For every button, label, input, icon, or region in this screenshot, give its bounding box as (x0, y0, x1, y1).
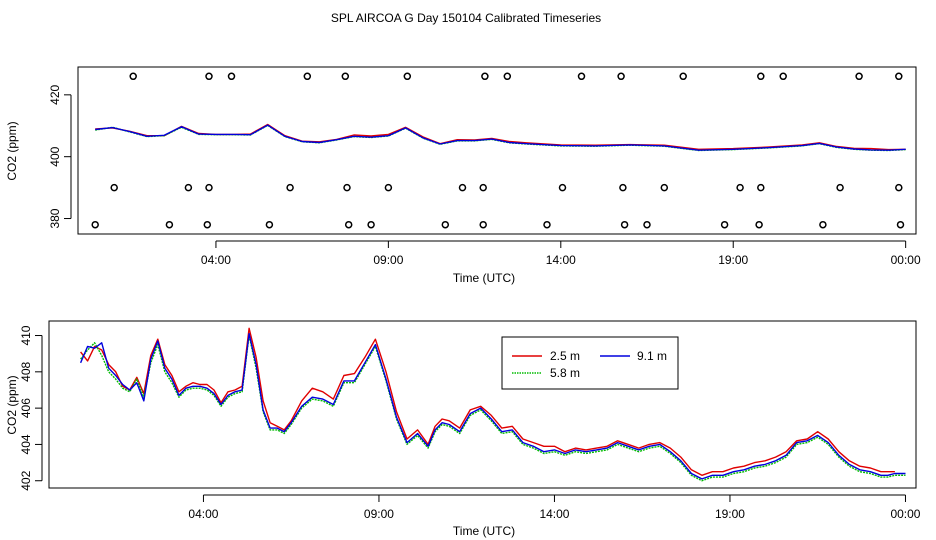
bottom-x-tick-label: 00:00 (890, 507, 920, 521)
top-series-9-1m (95, 124, 906, 151)
bottom-series-lines (79, 327, 906, 482)
top-marker (203, 220, 212, 229)
bottom-x-tick-label: 19:00 (715, 507, 745, 521)
top-marker (620, 220, 629, 229)
top-y-tick-label: 380 (48, 208, 62, 228)
top-marker (836, 183, 844, 192)
top-marker (558, 183, 567, 192)
bottom-series-9-1m (79, 333, 906, 480)
top-marker (895, 183, 903, 192)
top-marker (720, 220, 729, 229)
bottom-x-axis-label: Time (UTC) (453, 524, 515, 538)
top-y-tick-label: 400 (48, 146, 62, 166)
top-marker (110, 183, 118, 192)
top-marker (736, 183, 744, 192)
bottom-x-tick-label: 04:00 (188, 507, 218, 521)
top-marker (341, 72, 350, 81)
top-marker (895, 72, 903, 81)
top-marker (819, 220, 827, 229)
top-panel: 04:00 09:00 14:00 19:00 00:00 380 400 420 Time… (5, 66, 921, 285)
bottom-y-axis-label: CO2 (ppm) (5, 375, 19, 434)
bottom-series-5-8m (80, 334, 906, 482)
top-marker (384, 183, 393, 192)
top-plot-frame (77, 66, 917, 235)
top-marker (458, 183, 467, 192)
top-marker (227, 72, 236, 81)
top-marker (757, 183, 765, 192)
top-x-tick-label: 00:00 (891, 253, 921, 267)
top-marker (286, 183, 294, 192)
top-marker (757, 72, 765, 81)
bottom-y-axis: 402 404 406 408 410 (19, 325, 43, 491)
top-x-axis-label: Time (UTC) (453, 271, 515, 285)
top-marker (643, 220, 651, 229)
top-marker (91, 220, 99, 229)
top-x-tick-label: 14:00 (546, 253, 576, 267)
top-marker (660, 183, 669, 192)
bottom-y-tick-label: 402 (19, 470, 33, 490)
top-marker (896, 220, 905, 229)
top-x-tick-label: 04:00 (201, 253, 231, 267)
bottom-x-tick-label: 14:00 (539, 507, 569, 521)
bottom-x-axis: 04:00 09:00 14:00 19:00 00:00 (188, 494, 921, 521)
top-marker (265, 220, 274, 229)
top-series-lines (95, 123, 906, 152)
bottom-y-tick-label: 410 (19, 325, 33, 345)
legend-label-5-8m: 5.8 m (550, 366, 580, 380)
top-x-axis: 04:00 09:00 14:00 19:00 00:00 (201, 240, 921, 267)
top-marker (303, 72, 312, 81)
top-marker (617, 72, 625, 81)
bottom-plot-frame (48, 320, 917, 489)
legend-label-2-5m: 2.5 m (550, 349, 580, 363)
legend-label-9-1m: 9.1 m (637, 349, 667, 363)
legend-box (501, 336, 679, 390)
top-marker (403, 72, 412, 81)
top-marker (205, 72, 213, 81)
bottom-y-tick-label: 404 (19, 434, 33, 454)
top-x-tick-label: 19:00 (718, 253, 748, 267)
top-marker (679, 72, 687, 81)
top-marker (755, 220, 763, 229)
top-marker (503, 72, 512, 81)
top-marker (205, 183, 213, 192)
top-markers (91, 72, 905, 229)
figure-title: SPL AIRCOA G Day 150104 Calibrated Times… (331, 11, 601, 25)
top-y-tick-label: 420 (48, 85, 62, 105)
top-marker (479, 220, 487, 229)
top-marker (184, 183, 193, 192)
bottom-y-tick-label: 408 (19, 361, 33, 381)
top-marker (779, 72, 787, 81)
top-marker (129, 72, 137, 81)
top-marker (855, 72, 863, 81)
bottom-x-tick-label: 09:00 (364, 507, 394, 521)
top-marker (479, 183, 487, 192)
bottom-panel: 04:00 09:00 14:00 19:00 00:00 402 404 406 408 41… (5, 320, 921, 538)
top-marker (165, 220, 174, 229)
top-marker (543, 220, 551, 229)
top-marker (619, 183, 627, 192)
top-series-2-5m (95, 123, 906, 151)
top-x-tick-label: 09:00 (373, 253, 403, 267)
top-marker (441, 220, 450, 229)
top-marker (577, 72, 586, 81)
top-y-axis: 380 400 420 (48, 85, 72, 229)
top-marker (367, 220, 375, 229)
top-marker (344, 220, 353, 229)
top-y-axis-label: CO2 (ppm) (5, 121, 19, 180)
top-marker (481, 72, 489, 81)
bottom-y-tick-label: 406 (19, 398, 33, 418)
bottom-series-2-5m (80, 327, 895, 476)
legend: 2.5 m 9.1 m 5.8 m (501, 336, 679, 390)
top-marker (343, 183, 351, 192)
